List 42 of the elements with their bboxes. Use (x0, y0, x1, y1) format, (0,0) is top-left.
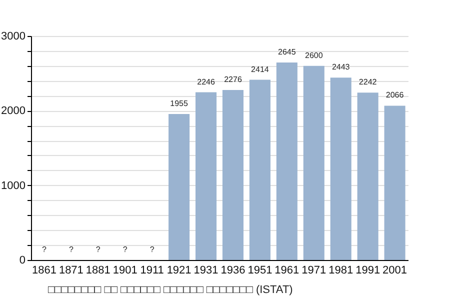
bar (303, 66, 324, 260)
x-tick-label: 1921 (166, 264, 192, 276)
data-label: 2443 (332, 62, 350, 72)
data-label: 2276 (224, 75, 242, 84)
x-tick-label: 2001 (382, 264, 408, 276)
bar (276, 62, 298, 260)
x-tick-label: 1991 (356, 264, 380, 276)
bar (168, 114, 190, 260)
y-tick-label: 2000 (1, 105, 26, 118)
bar (330, 78, 352, 260)
x-tick-label: 1961 (274, 264, 300, 276)
y-tick-label: 3000 (1, 30, 26, 42)
x-tick-label: 1936 (220, 264, 246, 276)
y-tick-label: 1000 (1, 180, 26, 192)
bar (249, 80, 270, 260)
x-tick-label: 1881 (86, 264, 110, 276)
bar (357, 92, 378, 260)
data-label: 2246 (197, 77, 216, 86)
x-tick-label: 1931 (194, 264, 218, 276)
text: ? (68, 245, 74, 254)
data-label: 1955 (170, 99, 188, 108)
x-tick-label: 1861 (32, 264, 56, 276)
data-label: 2066 (386, 90, 404, 100)
x-tick-label: 1911 (140, 264, 164, 276)
x-tick-label: 1981 (328, 264, 354, 276)
bar (384, 106, 406, 260)
data-label: 2242 (358, 78, 378, 87)
text: ? (42, 245, 46, 254)
text: □□□□□□□□ □□ □□□□□□ □□□□□□ □□□□□□□ (ISTAT) (48, 284, 293, 296)
x-tick-label: 1951 (248, 264, 272, 276)
bar (222, 90, 244, 260)
x-tick-label: 1901 (112, 264, 138, 276)
y-tick-label: 0 (19, 254, 26, 266)
data-label: 2600 (304, 50, 324, 60)
text: ? (150, 245, 154, 254)
x-tick-label: 1971 (302, 264, 326, 276)
data-label: 2414 (251, 64, 270, 74)
bar (196, 92, 217, 260)
text: ? (96, 245, 100, 254)
text: ? (122, 245, 128, 254)
data-label: 2645 (278, 48, 296, 57)
x-tick-label: 1871 (58, 264, 84, 276)
